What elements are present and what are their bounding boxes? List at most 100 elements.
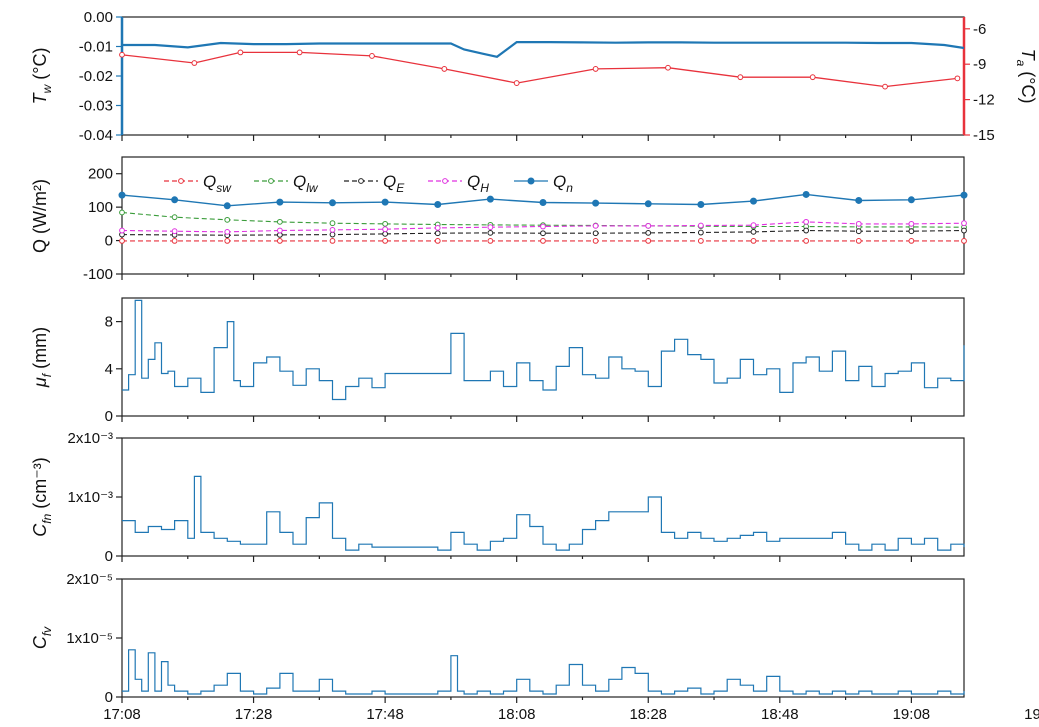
y-tick-label: 2x10⁻³	[68, 430, 113, 447]
panel-a-y-label: Tw (°C)	[30, 48, 54, 105]
y-tick-label: 4	[105, 361, 113, 378]
data-point-q-e	[750, 228, 757, 235]
data-point-t-a	[441, 66, 448, 72]
data-point-q-lw	[382, 220, 389, 227]
data-point-t-a	[296, 49, 303, 56]
series-line-q-e	[121, 229, 965, 236]
panel-a-series	[119, 40, 965, 90]
data-point-t-a	[119, 51, 125, 58]
data-point-t-a	[592, 66, 599, 72]
series-line-c-fn	[122, 475, 965, 551]
data-point-q-sw	[908, 238, 915, 244]
data-point-q-sw	[276, 238, 283, 244]
panel-c-frame	[121, 297, 965, 417]
y-tick-label: 1x10⁻⁵	[66, 630, 113, 647]
y2-tick-label: -15	[973, 127, 995, 144]
data-point-q-e	[540, 230, 546, 237]
data-point-q-lw	[171, 214, 178, 221]
data-point-q-e	[382, 230, 389, 237]
data-point-q-h	[382, 226, 389, 233]
series-line-t-w	[122, 40, 965, 58]
data-point-q-e	[645, 229, 652, 236]
panel-b-legend: Qsw Qlw QE QH Qn	[164, 172, 573, 195]
panel-d-x-tick-marks	[121, 556, 912, 562]
y-tick-label: 0.00	[84, 9, 113, 26]
data-point-q-n	[802, 190, 810, 198]
data-point-q-h	[697, 222, 704, 229]
data-point-q-sw	[329, 238, 336, 244]
series-line-c-fv	[122, 649, 965, 695]
y2-tick-label: -6	[973, 21, 986, 38]
data-point-q-n	[276, 198, 284, 206]
data-point-q-sw	[171, 238, 178, 244]
x-tick-label: 17:48	[366, 706, 404, 723]
data-point-q-h	[645, 222, 652, 229]
legend-marker	[442, 178, 448, 184]
y-tick-label: -100	[83, 266, 113, 283]
data-point-q-h	[434, 224, 441, 231]
data-point-t-a	[237, 49, 244, 56]
panel-a-frame	[121, 16, 965, 136]
y-tick-label: 8	[105, 314, 113, 331]
panel-d-y-ticks: 2x10⁻³ 1x10⁻³ 0	[68, 430, 122, 565]
panel-c-series	[122, 299, 965, 401]
data-point-q-h	[119, 227, 125, 234]
data-point-q-lw	[329, 220, 336, 227]
panel-e-series	[122, 649, 965, 695]
y-tick-label: 0	[105, 548, 113, 565]
data-point-q-lw	[224, 216, 231, 223]
data-point-q-n	[171, 196, 179, 204]
y-tick-label: 0	[105, 408, 113, 425]
data-point-q-n	[381, 198, 389, 206]
panel-c-y-label: μf (mm)	[30, 327, 54, 388]
data-point-q-e	[803, 227, 810, 234]
legend-label-q-e: QE	[383, 172, 405, 195]
legend-label-q-lw: Qlw	[293, 172, 319, 195]
legend-marker	[268, 178, 274, 184]
data-point-q-n	[434, 200, 442, 208]
x-tick-label: 18:48	[761, 706, 799, 723]
panel-e-y-ticks: 2x10⁻⁵ 1x10⁻⁵ 0	[66, 571, 122, 706]
data-point-q-e	[961, 227, 967, 234]
data-point-q-e	[908, 228, 915, 235]
x-tick-label: 17:28	[235, 706, 273, 723]
panel-b-y-ticks: 200 100 0 -100	[83, 166, 122, 283]
y-tick-label: 200	[88, 166, 113, 183]
data-point-q-sw	[382, 238, 389, 244]
data-point-t-a	[513, 80, 520, 86]
data-point-q-n	[750, 197, 757, 205]
data-point-q-sw	[803, 238, 810, 244]
data-point-q-n	[960, 191, 968, 199]
panel-a-temperature: 0.00 -0.01 -0.02 -0.03 -0.04 -6 -9 -12 -15 Tw (…	[30, 9, 1038, 144]
panel-e-frame	[121, 578, 965, 698]
series-line-q-lw	[121, 211, 965, 228]
panel-a-x-tick-marks	[121, 135, 912, 141]
y-tick-label: 0	[105, 233, 113, 250]
data-point-q-h	[276, 227, 283, 234]
data-point-q-e	[592, 230, 599, 237]
panel-b-frame	[121, 156, 965, 275]
data-point-q-h	[540, 223, 546, 230]
panel-e-y-label: Cfv	[30, 626, 54, 649]
panel-b-series	[118, 190, 968, 244]
y2-tick-label: -12	[973, 92, 995, 109]
panel-a-y2-ticks: -6 -9 -12 -15	[964, 21, 995, 144]
data-point-q-sw	[434, 238, 441, 244]
panel-c-mu-f: 8 4 0 μf (mm)	[30, 297, 965, 425]
legend-marker	[178, 178, 184, 184]
x-axis-time-labels: 17:08 17:28 17:48 18:08 18:28 18:48 19:08 19:28	[103, 706, 1039, 723]
data-point-q-h	[329, 226, 336, 233]
y2-tick-label: -9	[973, 56, 986, 73]
data-point-q-h	[592, 222, 599, 229]
data-point-q-e	[487, 229, 494, 236]
data-point-q-h	[171, 228, 178, 235]
y-tick-label: -0.01	[79, 39, 113, 56]
data-point-t-a	[882, 83, 888, 90]
data-point-q-e	[329, 231, 336, 238]
data-point-t-a	[369, 53, 375, 59]
series-line-q-h	[121, 221, 965, 233]
data-point-q-sw	[224, 238, 231, 244]
data-point-q-h	[803, 218, 810, 225]
